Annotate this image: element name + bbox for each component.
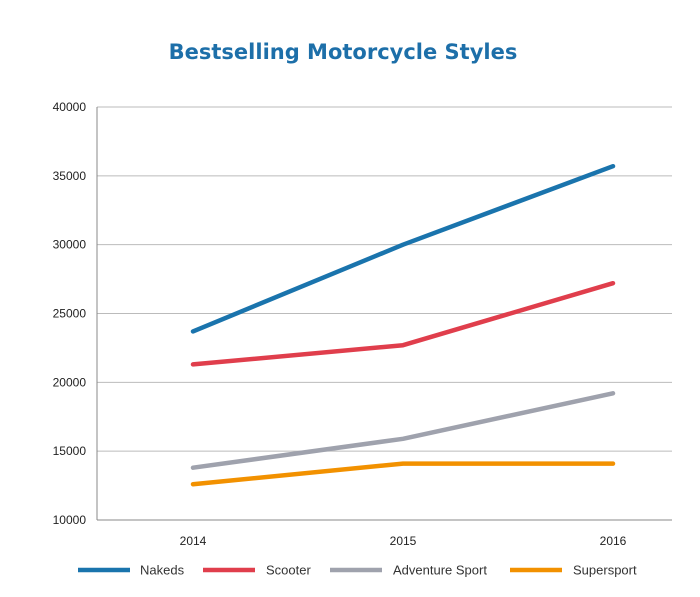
series-line xyxy=(190,391,616,470)
y-tick-label: 10000 xyxy=(53,513,87,527)
x-tick-label: 2014 xyxy=(180,534,207,548)
y-axis-tick-labels: 10000 15000 20000 25000 30000 35000 40000 xyxy=(53,100,87,527)
legend-label: Scooter xyxy=(266,563,311,578)
y-tick-label: 35000 xyxy=(53,169,87,183)
chart-title: Bestselling Motorcycle Styles xyxy=(169,40,518,64)
series-lines xyxy=(190,163,616,487)
y-tick-label: 15000 xyxy=(53,444,87,458)
axes xyxy=(96,107,672,521)
series-line xyxy=(190,461,616,487)
gridlines xyxy=(97,106,672,452)
x-tick-label: 2015 xyxy=(390,534,417,548)
y-tick-label: 25000 xyxy=(53,307,87,321)
y-tick-label: 40000 xyxy=(53,100,87,114)
y-tick-label: 20000 xyxy=(53,375,87,389)
x-tick-label: 2016 xyxy=(600,534,627,548)
series-line xyxy=(190,280,616,367)
legend-label: Adventure Sport xyxy=(393,563,487,578)
series-line xyxy=(190,163,616,334)
legend-label: Nakeds xyxy=(140,563,185,578)
y-tick-label: 30000 xyxy=(53,238,87,252)
legend: Nakeds Scooter Adventure Sport Supersport xyxy=(78,563,637,578)
legend-label: Supersport xyxy=(573,563,637,578)
x-axis-tick-labels: 2014 2015 2016 xyxy=(180,534,627,548)
